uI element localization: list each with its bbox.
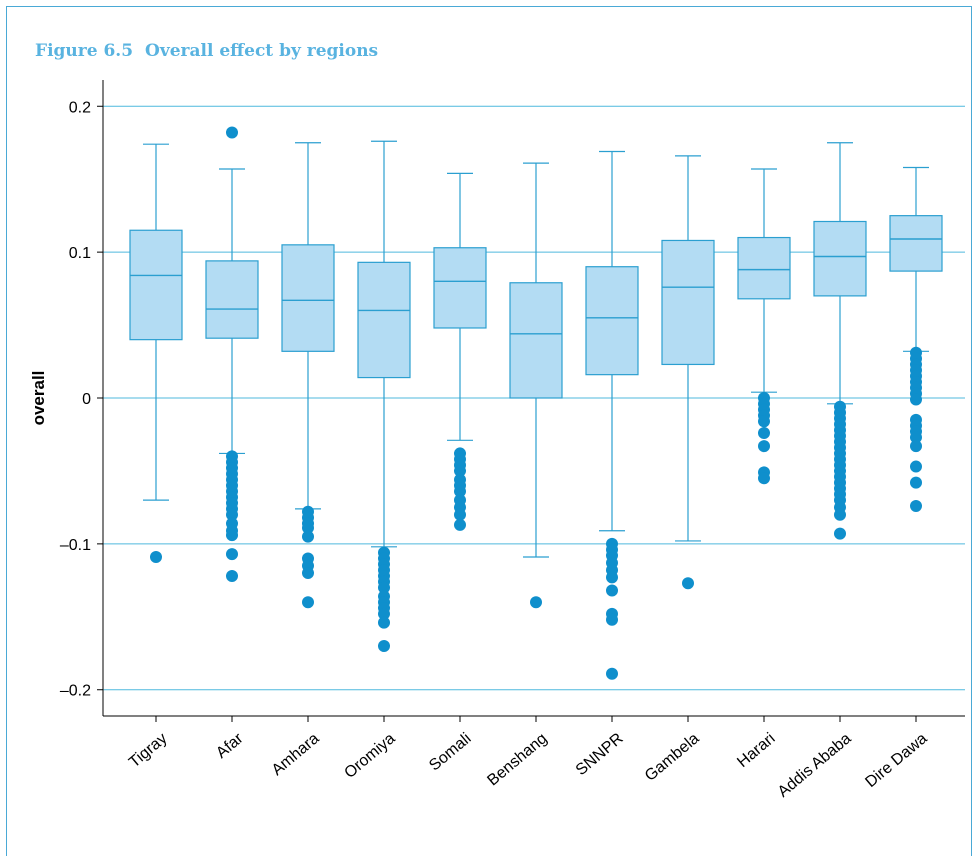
- y-tick-label: 0: [82, 391, 91, 408]
- box-iqr: [433, 247, 487, 329]
- outlier-point: [682, 577, 694, 590]
- outlier-point: [226, 529, 238, 542]
- outlier-point: [606, 613, 618, 626]
- axis-layer: –0.2 –0.1 0 0.1 0.2 Tigray Afar Amhara Oromiya So…: [60, 80, 965, 801]
- outlier-point: [150, 551, 162, 563]
- x-tick-label: Addis Ababa: [775, 730, 855, 801]
- figure-caption: Overall effect by regions: [145, 41, 379, 61]
- box-group: [129, 143, 183, 563]
- outlier-point: [302, 521, 314, 534]
- x-tick-label: Oromiya: [341, 730, 398, 782]
- outlier-point: [758, 415, 770, 428]
- box-iqr: [737, 236, 791, 300]
- box-iqr: [813, 220, 867, 297]
- figure-frame: [6, 6, 972, 856]
- x-tick-label: SNNPR: [573, 730, 627, 779]
- x-tick-label: Benshang: [484, 730, 550, 789]
- y-tick-label: 0.2: [69, 99, 91, 116]
- outlier-point: [910, 499, 922, 512]
- outlier-point: [454, 518, 466, 531]
- box-group: [813, 142, 867, 540]
- outlier-point: [530, 596, 542, 609]
- x-tick-label: Tigray: [126, 730, 171, 771]
- y-tick-label: 0.1: [69, 245, 91, 262]
- box-group: [433, 172, 487, 531]
- outlier-point: [758, 472, 770, 485]
- outlier-point: [378, 581, 390, 594]
- box-iqr: [509, 282, 563, 399]
- outlier-point: [606, 571, 618, 584]
- outlier-point: [834, 508, 846, 521]
- box-group: [585, 150, 639, 680]
- outlier-point: [606, 667, 618, 680]
- y-tick-label: –0.2: [60, 683, 91, 700]
- box-iqr: [661, 239, 715, 366]
- outlier-point: [302, 567, 314, 580]
- x-tick-label: Afar: [213, 730, 247, 762]
- outlier-point: [378, 607, 390, 620]
- figure-title: Figure 6.5 Overall effect by regions: [35, 41, 378, 61]
- outlier-point: [302, 530, 314, 543]
- box-group: [737, 168, 791, 485]
- outlier-point: [454, 508, 466, 521]
- box-group: [509, 162, 563, 609]
- x-tick-label: Harari: [734, 730, 778, 771]
- x-tick-label: Somali: [426, 730, 474, 774]
- outlier-point: [606, 584, 618, 597]
- box-iqr: [357, 261, 411, 379]
- x-tick-label: Amhara: [269, 730, 323, 779]
- outlier-point: [226, 508, 238, 521]
- x-tick-label: Dire Dawa: [862, 730, 930, 791]
- outlier-point: [454, 464, 466, 477]
- outlier-point: [834, 527, 846, 540]
- box-group: [281, 142, 335, 609]
- outlier-point: [378, 639, 390, 652]
- outlier-point: [302, 596, 314, 609]
- box-iqr: [129, 229, 183, 341]
- outlier-point: [910, 393, 922, 406]
- box-iqr: [889, 215, 943, 272]
- outlier-point: [454, 485, 466, 498]
- box-layer: [129, 126, 943, 680]
- outlier-point: [226, 126, 238, 139]
- y-axis-title: overall: [29, 371, 48, 426]
- outlier-point: [910, 431, 922, 444]
- outlier-point: [910, 476, 922, 489]
- box-group: [205, 126, 259, 582]
- box-iqr: [281, 244, 335, 352]
- x-tick-label: Gambela: [642, 730, 703, 785]
- outlier-point: [226, 569, 238, 582]
- y-tick-label: –0.1: [60, 537, 91, 554]
- figure-number: Figure 6.5: [35, 41, 134, 61]
- box-group: [357, 140, 411, 652]
- outlier-point: [378, 616, 390, 629]
- outlier-point: [758, 440, 770, 453]
- box-iqr: [205, 260, 259, 339]
- outlier-point: [910, 460, 922, 473]
- box-group: [661, 155, 715, 590]
- box-group: [889, 166, 943, 512]
- outlier-point: [226, 548, 238, 561]
- outlier-point: [910, 440, 922, 453]
- box-iqr: [585, 266, 639, 376]
- grid-layer: [103, 105, 965, 691]
- outlier-point: [758, 427, 770, 440]
